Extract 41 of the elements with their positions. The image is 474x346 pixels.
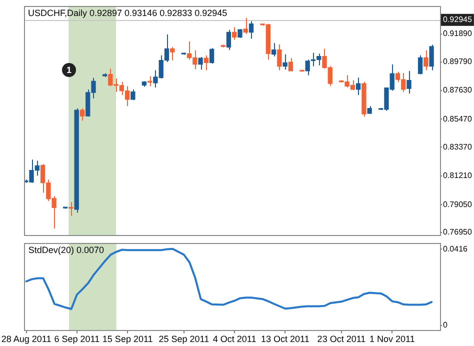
y-tick-label: 0.79050 (443, 200, 472, 209)
candlestick (232, 26, 237, 40)
y-tick-label: 0.89790 (443, 56, 472, 66)
x-tick-label: 25 Sep 2011 (158, 334, 210, 344)
candlestick (356, 77, 361, 96)
candlestick (80, 108, 85, 122)
y-tick-label: 0.83370 (443, 142, 472, 152)
chart-title: StdDev(20) 0.0070 (28, 244, 104, 255)
x-tick-label: 23 Oct 2011 (317, 334, 366, 344)
candlestick (243, 17, 248, 34)
x-tick-label: 6 Sep 2011 (54, 334, 100, 344)
candlestick (170, 46, 175, 61)
annotation: 1 (62, 63, 76, 77)
ref-line-label: 0.92945 (443, 15, 472, 24)
y-tick-label: 0.91890 (443, 29, 472, 38)
y-tick-label: 0.76950 (443, 228, 472, 237)
y-tick-label: 0.85470 (443, 114, 472, 124)
x-tick-label: 15 Sep 2011 (102, 334, 153, 344)
candlestick (406, 70, 412, 94)
candlestick (282, 54, 288, 70)
y-tick-label: 0.81210 (443, 171, 472, 180)
candlestick (288, 58, 294, 72)
y-tick-label: 0.87630 (443, 86, 472, 95)
x-tick-label: 4 Oct 2011 (212, 334, 256, 344)
x-tick-label: 13 Oct 2011 (261, 334, 310, 344)
candlestick (204, 54, 209, 71)
y-tick-label: 0.0416 (443, 244, 468, 254)
candlestick (277, 44, 282, 71)
candlestick (429, 44, 434, 71)
x-tick-label: 1 Nov 2011 (369, 334, 415, 344)
candlestick (209, 48, 214, 64)
candlestick (418, 54, 423, 75)
candlestick (424, 50, 428, 71)
candlestick (271, 42, 276, 57)
candlestick (198, 56, 203, 70)
y-tick-label: 0 (443, 320, 448, 330)
candlestick (248, 20, 254, 40)
x-tick-label: 28 Aug 2011 (1, 334, 52, 344)
chart-title: USDCHF,Daily 0.92897 0.93146 0.92833 0.92945 (28, 8, 228, 18)
candlestick (226, 29, 232, 50)
candlestick (68, 202, 74, 216)
